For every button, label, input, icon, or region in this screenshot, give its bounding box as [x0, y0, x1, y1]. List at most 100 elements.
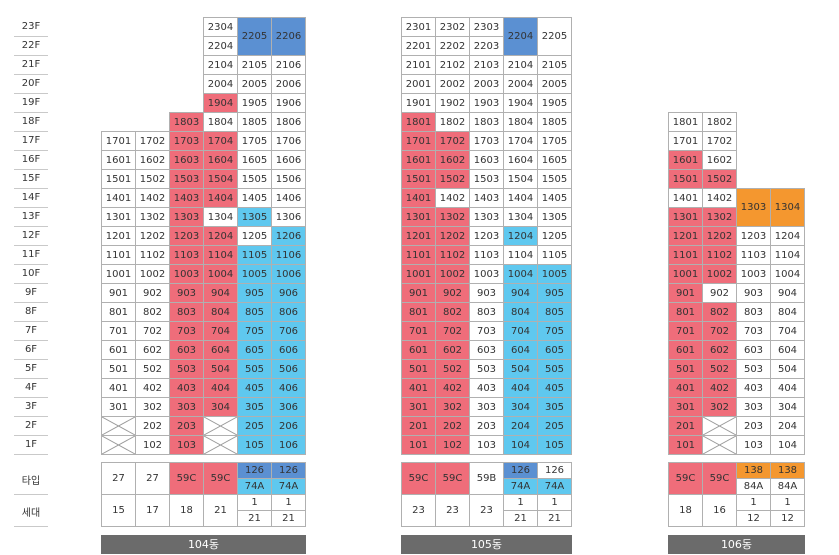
unit-106동-501[interactable]: 501: [668, 359, 703, 379]
unit-106동-204[interactable]: 204: [770, 416, 805, 436]
unit-106동-1102[interactable]: 1102: [702, 245, 737, 265]
unit-105동-1205[interactable]: 1205: [537, 226, 572, 246]
unit-105동-1005[interactable]: 1005: [537, 264, 572, 284]
unit-105동-1004[interactable]: 1004: [503, 264, 538, 284]
unit-106동-403[interactable]: 403: [736, 378, 771, 398]
unit-106동-304[interactable]: 304: [770, 397, 805, 417]
unit-105동-601[interactable]: 601: [401, 340, 436, 360]
unit-106동-703[interactable]: 703: [736, 321, 771, 341]
unit-104동-1601[interactable]: 1601: [101, 150, 136, 170]
unit-105동-303[interactable]: 303: [469, 397, 504, 417]
unit-104동-1602[interactable]: 1602: [135, 150, 170, 170]
unit-104동-1703[interactable]: 1703: [169, 131, 204, 151]
unit-106동-702[interactable]: 702: [702, 321, 737, 341]
unit-105동-1804[interactable]: 1804: [503, 112, 538, 132]
unit-104동-1404[interactable]: 1404: [203, 188, 238, 208]
unit-104동-603[interactable]: 603: [169, 340, 204, 360]
unit-104동-1205[interactable]: 1205: [237, 226, 272, 246]
unit-106동-1702[interactable]: 1702: [702, 131, 737, 151]
unit-104동-1705[interactable]: 1705: [237, 131, 272, 151]
unit-105동-1601[interactable]: 1601: [401, 150, 436, 170]
unit-104동-503[interactable]: 503: [169, 359, 204, 379]
unit-106동-604[interactable]: 604: [770, 340, 805, 360]
unit-106동-504[interactable]: 504: [770, 359, 805, 379]
unit-104동-406[interactable]: 406: [271, 378, 306, 398]
unit-104동-806[interactable]: 806: [271, 302, 306, 322]
unit-104동-2105[interactable]: 2105: [237, 55, 272, 75]
unit-104동-105[interactable]: 105: [237, 435, 272, 455]
unit-104동-1206[interactable]: 1206: [271, 226, 306, 246]
unit-105동-1701[interactable]: 1701: [401, 131, 436, 151]
unit-105동-2001[interactable]: 2001: [401, 74, 436, 94]
unit-104동-403[interactable]: 403: [169, 378, 204, 398]
unit-106동-602[interactable]: 602: [702, 340, 737, 360]
unit-105동-1501[interactable]: 1501: [401, 169, 436, 189]
unit-105동-1904[interactable]: 1904: [503, 93, 538, 113]
unit-106동-503[interactable]: 503: [736, 359, 771, 379]
unit-104동-1304[interactable]: 1304: [203, 207, 238, 227]
unit-104동-103[interactable]: 103: [169, 435, 204, 455]
unit-105동-1604[interactable]: 1604: [503, 150, 538, 170]
unit-105동-301[interactable]: 301: [401, 397, 436, 417]
unit-104동-1804[interactable]: 1804: [203, 112, 238, 132]
unit-104동-804[interactable]: 804: [203, 302, 238, 322]
unit-105동-2104[interactable]: 2104: [503, 55, 538, 75]
unit-104동-1504[interactable]: 1504: [203, 169, 238, 189]
unit-104동-205[interactable]: 205: [237, 416, 272, 436]
unit-104동-1204[interactable]: 1204: [203, 226, 238, 246]
unit-105동-1402[interactable]: 1402: [435, 188, 470, 208]
unit-105동-505[interactable]: 505: [537, 359, 572, 379]
unit-105동-1502[interactable]: 1502: [435, 169, 470, 189]
unit-104동-702[interactable]: 702: [135, 321, 170, 341]
unit-106동-1301[interactable]: 1301: [668, 207, 703, 227]
unit-104동-1403[interactable]: 1403: [169, 188, 204, 208]
unit-105동-2002[interactable]: 2002: [435, 74, 470, 94]
unit-105동-2101[interactable]: 2101: [401, 55, 436, 75]
unit-104동-106[interactable]: 106: [271, 435, 306, 455]
unit-105동-1302[interactable]: 1302: [435, 207, 470, 227]
unit-105동-2204[interactable]: 2204: [503, 17, 538, 56]
unit-104동-2106[interactable]: 2106: [271, 55, 306, 75]
unit-105동-905[interactable]: 905: [537, 283, 572, 303]
unit-104동-404[interactable]: 404: [203, 378, 238, 398]
unit-104동-306[interactable]: 306: [271, 397, 306, 417]
unit-105동-1803[interactable]: 1803: [469, 112, 504, 132]
unit-104동-1106[interactable]: 1106: [271, 245, 306, 265]
unit-104동-2204[interactable]: 2204: [203, 36, 238, 56]
unit-104동-1502[interactable]: 1502: [135, 169, 170, 189]
unit-105동-1001[interactable]: 1001: [401, 264, 436, 284]
unit-106동-1201[interactable]: 1201: [668, 226, 703, 246]
unit-106동-1004[interactable]: 1004: [770, 264, 805, 284]
unit-106동-901[interactable]: 901: [668, 283, 703, 303]
building-label-105동[interactable]: 105동: [401, 535, 572, 554]
unit-104동-706[interactable]: 706: [271, 321, 306, 341]
unit-105동-903[interactable]: 903: [469, 283, 504, 303]
unit-104동-1906[interactable]: 1906: [271, 93, 306, 113]
unit-105동-103[interactable]: 103: [469, 435, 504, 455]
unit-104동-1102[interactable]: 1102: [135, 245, 170, 265]
unit-104동-1303[interactable]: 1303: [169, 207, 204, 227]
unit-105동-1603[interactable]: 1603: [469, 150, 504, 170]
unit-104동-1103[interactable]: 1103: [169, 245, 204, 265]
unit-105동-801[interactable]: 801: [401, 302, 436, 322]
unit-105동-402[interactable]: 402: [435, 378, 470, 398]
unit-104동-902[interactable]: 902: [135, 283, 170, 303]
unit-106동-1003[interactable]: 1003: [736, 264, 771, 284]
unit-106동-904[interactable]: 904: [770, 283, 805, 303]
unit-105동-1903[interactable]: 1903: [469, 93, 504, 113]
unit-105동-604[interactable]: 604: [503, 340, 538, 360]
unit-105동-2105[interactable]: 2105: [537, 55, 572, 75]
unit-106동-203[interactable]: 203: [736, 416, 771, 436]
unit-106동-801[interactable]: 801: [668, 302, 703, 322]
unit-104동-506[interactable]: 506: [271, 359, 306, 379]
unit-104동-2006[interactable]: 2006: [271, 74, 306, 94]
unit-104동-701[interactable]: 701: [101, 321, 136, 341]
unit-105동-701[interactable]: 701: [401, 321, 436, 341]
unit-106동-1101[interactable]: 1101: [668, 245, 703, 265]
unit-106동-104[interactable]: 104: [770, 435, 805, 455]
unit-105동-1002[interactable]: 1002: [435, 264, 470, 284]
unit-104동-302[interactable]: 302: [135, 397, 170, 417]
unit-106동-302[interactable]: 302: [702, 397, 737, 417]
unit-104동-1003[interactable]: 1003: [169, 264, 204, 284]
unit-104동-1104[interactable]: 1104: [203, 245, 238, 265]
